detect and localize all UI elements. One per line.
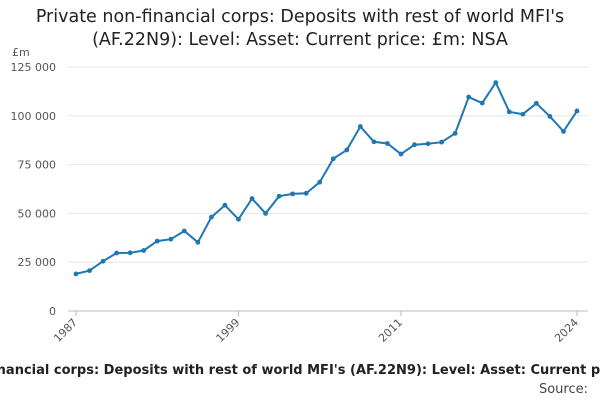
data-point: [493, 80, 499, 86]
data-point: [357, 124, 363, 129]
y-axis-unit-label: £m: [12, 46, 30, 59]
gridlines: [68, 66, 588, 263]
y-tick-label: 0: [49, 305, 56, 318]
data-point: [574, 108, 580, 114]
data-point: [466, 94, 472, 100]
data-point: [87, 268, 92, 273]
data-point: [371, 139, 377, 145]
x-axis: 1987 1999 2011 2024: [51, 310, 588, 345]
y-tick-label: 75 000: [18, 159, 57, 172]
data-point: [181, 228, 187, 234]
data-point: [520, 111, 526, 117]
footer: Private non-financial corps: Deposits wi…: [0, 363, 600, 399]
data-point: [533, 100, 539, 106]
data-point: [303, 190, 309, 196]
data-point: [439, 139, 444, 145]
x-tick-label: 1987: [51, 316, 80, 345]
data-point: [168, 236, 174, 242]
data-point: [479, 100, 485, 106]
y-tick-label: 100 000: [11, 110, 57, 123]
x-tick-label: 1999: [214, 316, 243, 345]
data-point: [385, 141, 390, 146]
data-point: [412, 142, 417, 148]
data-point: [561, 129, 566, 134]
data-point: [236, 216, 241, 222]
data-point: [344, 147, 350, 153]
data-point: [317, 179, 323, 185]
data-point: [330, 156, 336, 162]
data-point: [425, 141, 431, 147]
data-point: [290, 191, 296, 197]
data-point: [114, 250, 120, 256]
data-point: [452, 130, 458, 136]
series-points: [73, 80, 580, 277]
series-line: [75, 80, 578, 275]
data-point: [547, 113, 553, 119]
data-point: [398, 151, 404, 157]
y-tick-label: 50 000: [18, 207, 57, 220]
data-point: [222, 202, 228, 208]
data-point: [263, 211, 268, 216]
y-axis-ticks: 0 25 000 50 000 75 000 100 000 125 000: [11, 61, 57, 318]
chart-title-line-2: (AF.22N9): Level: Asset: Current price: …: [92, 30, 508, 50]
footer-source: Source:: [538, 382, 588, 397]
chart-title-line-1: Private non-financial corps: Deposits wi…: [35, 7, 565, 27]
footer-title: Private non-financial corps: Deposits wi…: [0, 363, 600, 378]
data-point: [209, 214, 214, 220]
data-point: [73, 271, 79, 277]
data-point: [276, 193, 282, 199]
chart-title: Private non-financial corps: Deposits wi…: [0, 6, 600, 52]
data-point: [506, 109, 512, 115]
x-tick-label: 2024: [552, 316, 581, 345]
data-point: [195, 239, 201, 245]
data-point: [127, 250, 133, 256]
y-tick-label: 125 000: [11, 61, 57, 74]
data-point: [100, 258, 106, 264]
y-tick-label: 25 000: [18, 256, 57, 269]
data-point: [249, 196, 255, 201]
data-point: [141, 248, 147, 253]
x-tick-label: 2011: [376, 316, 405, 345]
data-point: [154, 238, 160, 244]
